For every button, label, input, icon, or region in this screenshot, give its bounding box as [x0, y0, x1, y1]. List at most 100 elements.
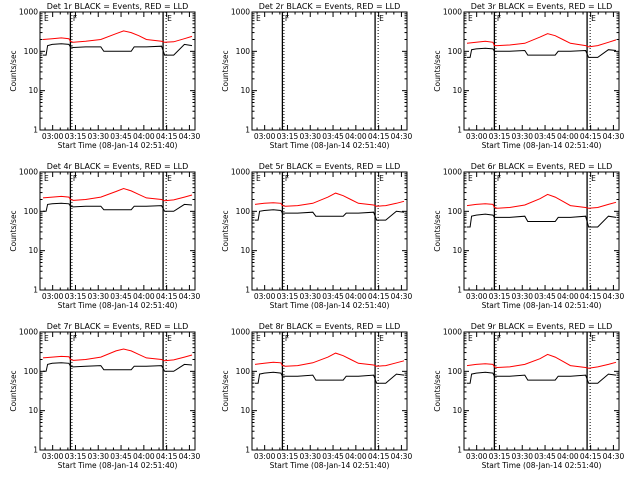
x-tick-label: 04:30	[391, 452, 413, 461]
x-tick-label: 03:15	[277, 132, 299, 141]
chart-title: Det 2r BLACK = Events, RED = LLD	[259, 2, 401, 11]
x-tick-label: 03:15	[489, 132, 511, 141]
y-tick-label: 1	[457, 286, 462, 295]
x-tick-label: 04:00	[133, 132, 155, 141]
interval-marker-label: E	[44, 334, 49, 343]
x-tick-label: 04:00	[133, 452, 155, 461]
x-tick-label: 04:00	[557, 132, 579, 141]
x-tick-label: 04:00	[345, 292, 367, 301]
x-tick-label: 03:45	[322, 292, 344, 301]
x-tick-label: 03:45	[110, 452, 132, 461]
interval-marker-label: F	[73, 174, 77, 183]
chart-panel-8: Det 8r BLACK = Events, RED = LLD 1 10 100 10…	[221, 322, 412, 470]
y-tick-label: 1000	[443, 328, 462, 337]
x-tick-label: 03:45	[534, 452, 556, 461]
plot-frame	[251, 331, 408, 451]
x-tick-label: 03:30	[511, 292, 533, 301]
x-tick-label: 03:15	[277, 452, 299, 461]
y-tick-label: 1000	[231, 328, 250, 337]
y-tick-label: 1	[33, 446, 38, 455]
interval-marker-label: E	[591, 334, 596, 343]
y-tick-label: 1	[457, 126, 462, 135]
x-axis-label: Start Time (08-Jan-14 02:51:40)	[482, 461, 602, 470]
y-tick-label: 100	[24, 207, 39, 216]
interval-marker-label: F	[73, 14, 77, 23]
x-tick-label: 04:30	[391, 292, 413, 301]
x-tick-label: 03:00	[254, 452, 276, 461]
x-axis-label: Start Time (08-Jan-14 02:51:40)	[58, 461, 178, 470]
interval-marker-label: E	[256, 174, 261, 183]
x-tick-label: 04:15	[368, 452, 390, 461]
chart-panel-1: Det 1r BLACK = Events, RED = LLD 1 10 100 10…	[9, 2, 200, 150]
x-tick-label: 03:30	[87, 452, 109, 461]
y-tick-label: 10	[452, 406, 462, 415]
x-tick-label: 03:15	[277, 292, 299, 301]
x-tick-label: 03:45	[534, 132, 556, 141]
x-axis-label: Start Time (08-Jan-14 02:51:40)	[482, 141, 602, 150]
lld-series-line	[466, 33, 617, 48]
x-tick-label: 03:15	[65, 292, 87, 301]
interval-marker-label: E	[167, 174, 172, 183]
y-axis-label: Counts/sec	[9, 370, 18, 411]
y-tick-label: 10	[28, 246, 38, 255]
x-tick-label: 03:45	[110, 292, 132, 301]
x-tick-label: 04:00	[557, 292, 579, 301]
interval-marker-label: F	[497, 334, 501, 343]
x-axis-label: Start Time (08-Jan-14 02:51:40)	[270, 301, 390, 310]
y-tick-label: 100	[236, 207, 251, 216]
x-tick-label: 03:00	[42, 452, 64, 461]
interval-marker-label: F	[285, 334, 289, 343]
interval-marker-label: E	[379, 174, 384, 183]
events-series-line	[43, 202, 193, 212]
x-tick-label: 04:15	[156, 292, 178, 301]
x-tick-label: 04:30	[179, 132, 201, 141]
x-tick-label: 04:00	[345, 452, 367, 461]
y-tick-label: 100	[24, 367, 39, 376]
y-axis-label: Counts/sec	[221, 50, 230, 91]
x-tick-label: 03:00	[254, 292, 276, 301]
y-tick-label: 10	[28, 86, 38, 95]
events-series-line	[255, 209, 405, 221]
y-tick-label: 100	[448, 47, 463, 56]
x-tick-label: 04:00	[133, 292, 155, 301]
chart-panel-7: Det 7r BLACK = Events, RED = LLD 1 10 100 10…	[9, 322, 200, 470]
chart-title: Det 8r BLACK = Events, RED = LLD	[259, 322, 401, 331]
lld-series-line	[466, 193, 617, 209]
x-tick-label: 04:30	[179, 292, 201, 301]
chart-panel-5: Det 5r BLACK = Events, RED = LLD 1 10 100 10…	[221, 162, 412, 310]
x-tick-label: 04:15	[368, 292, 390, 301]
x-tick-label: 04:00	[557, 452, 579, 461]
x-tick-label: 03:00	[466, 292, 488, 301]
interval-marker-label: E	[591, 14, 596, 23]
x-tick-label: 03:45	[322, 452, 344, 461]
x-tick-label: 03:00	[42, 292, 64, 301]
lld-series-line	[42, 187, 193, 202]
x-tick-label: 04:30	[603, 292, 625, 301]
chart-title: Det 3r BLACK = Events, RED = LLD	[471, 2, 613, 11]
x-tick-label: 03:30	[299, 292, 321, 301]
y-tick-label: 1	[245, 446, 250, 455]
interval-marker-label: E	[591, 174, 596, 183]
x-axis-label: Start Time (08-Jan-14 02:51:40)	[58, 141, 178, 150]
y-tick-label: 1	[457, 446, 462, 455]
chart-title: Det 5r BLACK = Events, RED = LLD	[259, 162, 401, 171]
x-axis-label: Start Time (08-Jan-14 02:51:40)	[270, 141, 390, 150]
chart-title: Det 1r BLACK = Events, RED = LLD	[47, 2, 189, 11]
y-tick-label: 1	[245, 286, 250, 295]
y-tick-label: 1	[33, 126, 38, 135]
x-tick-label: 04:15	[580, 452, 602, 461]
chart-title: Det 7r BLACK = Events, RED = LLD	[47, 322, 189, 331]
x-tick-label: 03:30	[299, 452, 321, 461]
x-tick-label: 03:15	[489, 452, 511, 461]
y-tick-label: 100	[24, 47, 39, 56]
events-series-line	[467, 213, 617, 228]
y-tick-label: 1000	[231, 168, 250, 177]
y-tick-label: 1000	[231, 8, 250, 17]
chart-panel-2: Det 2r BLACK = Events, RED = LLD 1 10 100 10…	[221, 2, 412, 150]
lld-series-line	[42, 348, 193, 362]
x-tick-label: 03:15	[65, 132, 87, 141]
chart-title: Det 6r BLACK = Events, RED = LLD	[471, 162, 613, 171]
interval-marker-label: F	[285, 14, 289, 23]
x-axis-label: Start Time (08-Jan-14 02:51:40)	[482, 301, 602, 310]
